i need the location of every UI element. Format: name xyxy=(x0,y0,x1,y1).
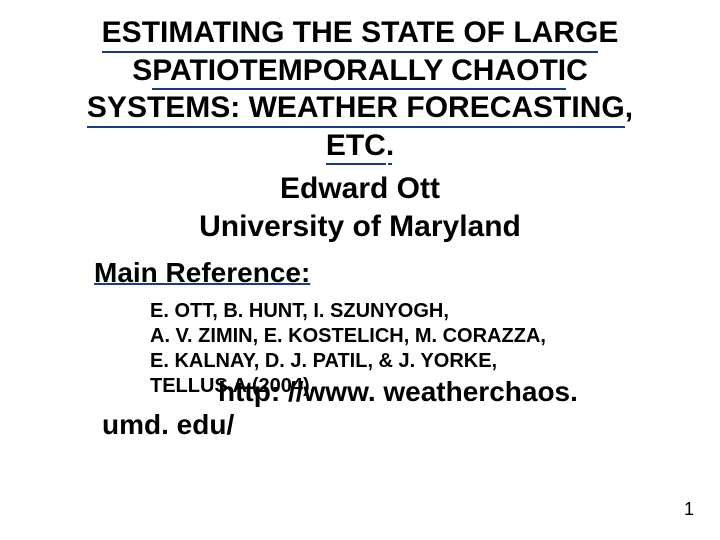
author-affiliation: University of Maryland xyxy=(199,210,521,243)
title-line1-tail: E xyxy=(598,16,618,49)
ref-line2: A. V. ZIMIN, E. KOSTELICH, M. CORAZZA, xyxy=(150,325,546,347)
title-line2-head: S xyxy=(132,54,152,87)
author-name: Edward Ott xyxy=(280,172,440,205)
author-block: Edward Ott University of Maryland xyxy=(20,170,700,245)
slide-title: ESTIMATING THE STATE OF LARGE SPATIOTEMP… xyxy=(20,14,700,164)
slide: ESTIMATING THE STATE OF LARGE SPATIOTEMP… xyxy=(0,0,720,540)
ref-line1: E. OTT, B. HUNT, I. SZUNYOGH, xyxy=(150,300,449,322)
title-line2-underlined: PATIOTEMPORALLY CHAOTI xyxy=(152,52,566,90)
reference-url: http: //www. weatherchaos. umd. edu/ xyxy=(20,375,700,441)
title-line4-underlined: ETC xyxy=(326,127,386,165)
main-reference-label: Main Reference: xyxy=(94,257,700,289)
page-number: 1 xyxy=(684,499,694,520)
ref-line3: E. KALNAY, D. J. PATIL, & J. YORKE, xyxy=(150,350,497,372)
title-line4-dot: . xyxy=(386,127,394,165)
title-line3-tail: , xyxy=(625,91,633,124)
title-line2-tail: C xyxy=(566,54,588,87)
url-part2: umd. edu/ xyxy=(102,408,700,442)
title-line1-underlined: ESTIMATING THE STATE OF LARG xyxy=(102,14,599,52)
url-part1: http: //www. weatherchaos. xyxy=(218,375,700,409)
title-line3-underlined: SYSTEMS: WEATHER FORECASTING xyxy=(87,89,625,127)
